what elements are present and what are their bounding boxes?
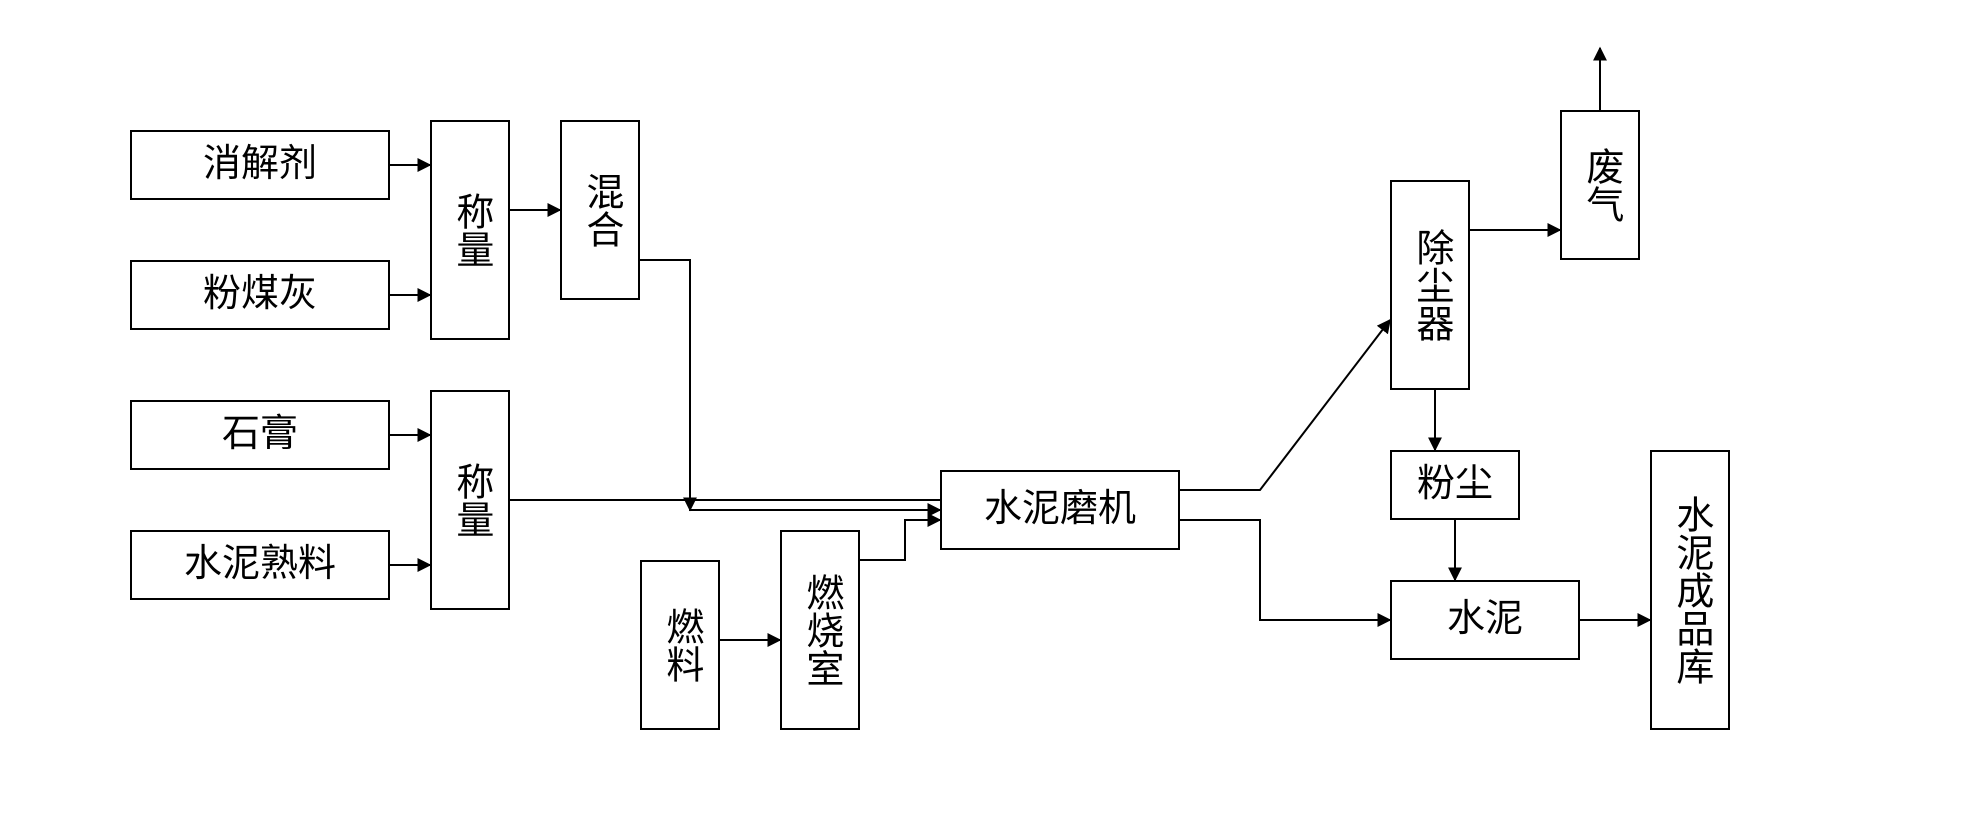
node-gypsum: 石膏 [130, 400, 390, 470]
node-label: 水泥成品库 [1668, 495, 1712, 685]
node-label: 混合 [578, 172, 622, 248]
edge-combustion-mill [860, 520, 940, 560]
node-label: 燃烧室 [798, 573, 842, 687]
node-exhaust: 废气 [1560, 110, 1640, 260]
node-fuel: 燃料 [640, 560, 720, 730]
node-mix: 混合 [560, 120, 640, 300]
node-flyash: 粉煤灰 [130, 260, 390, 330]
edge-mill-dustcollector [1180, 320, 1390, 490]
node-dust: 粉尘 [1390, 450, 1520, 520]
node-dustcollector: 除尘器 [1390, 180, 1470, 390]
node-label: 水泥熟料 [184, 543, 336, 587]
node-mill: 水泥磨机 [940, 470, 1180, 550]
edge-mix-mill [640, 260, 940, 510]
node-label: 水泥磨机 [984, 488, 1136, 532]
node-warehouse: 水泥成品库 [1650, 450, 1730, 730]
node-label: 消解剂 [203, 143, 317, 187]
node-clinker: 水泥熟料 [130, 530, 390, 600]
node-label: 水泥 [1447, 598, 1523, 642]
node-weigh1: 称量 [430, 120, 510, 340]
node-label: 废气 [1578, 147, 1622, 223]
node-combustion: 燃烧室 [780, 530, 860, 730]
node-weigh2: 称量 [430, 390, 510, 610]
node-label: 石膏 [222, 413, 298, 457]
node-dissolvent: 消解剂 [130, 130, 390, 200]
node-label: 粉尘 [1417, 463, 1493, 507]
node-cement: 水泥 [1390, 580, 1580, 660]
node-label: 称量 [448, 192, 492, 268]
node-label: 燃料 [658, 607, 702, 683]
node-label: 称量 [448, 462, 492, 538]
flowchart-canvas: 消解剂粉煤灰称量混合石膏水泥熟料称量燃料燃烧室水泥磨机除尘器废气粉尘水泥水泥成品… [0, 0, 1964, 822]
edge-mill-cement [1180, 520, 1390, 620]
node-label: 粉煤灰 [203, 273, 317, 317]
node-label: 除尘器 [1408, 228, 1452, 342]
